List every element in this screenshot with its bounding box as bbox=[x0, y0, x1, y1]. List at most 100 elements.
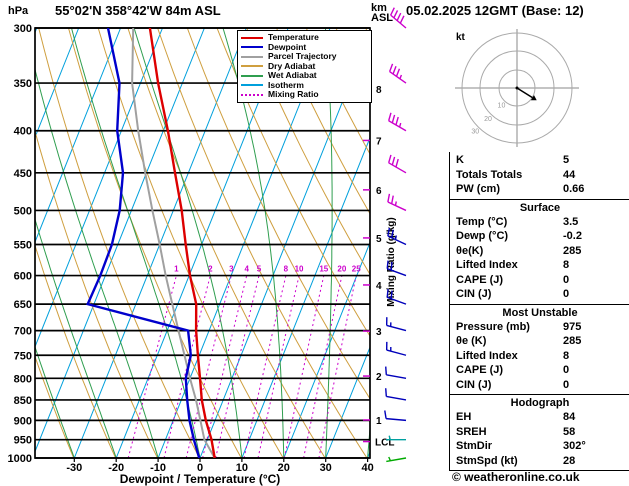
table-row-label: Pressure (mb) bbox=[456, 320, 530, 333]
table-row: θe (K) 285 bbox=[450, 334, 629, 349]
km-tick-label: 1 bbox=[376, 416, 382, 427]
km-tick-label: 7 bbox=[376, 136, 382, 147]
table-row-value: -0.2 bbox=[563, 230, 582, 242]
pressure-tick-label: 650 bbox=[14, 299, 32, 311]
legend-item-label: Dewpoint bbox=[268, 41, 307, 52]
km-tick-label: 2 bbox=[376, 372, 382, 383]
table-row-label: Lifted Index bbox=[456, 259, 518, 271]
table-row: CIN (J) 0 bbox=[450, 378, 629, 393]
legend-item: Temperature bbox=[241, 33, 368, 43]
table-row: CAPE (J) 0 bbox=[450, 273, 629, 288]
pressure-tick-label: 450 bbox=[14, 168, 32, 180]
table-row-label: PW (cm) bbox=[456, 183, 500, 195]
table-row-value: 0 bbox=[563, 364, 570, 376]
table-row-label: Totals Totals bbox=[456, 168, 523, 181]
table-row-label: Temp (°C) bbox=[456, 215, 508, 228]
mixing-ratio-label: 25 bbox=[352, 265, 361, 274]
table-section-header: Hodograph bbox=[510, 397, 570, 409]
km-tick-label: 4 bbox=[376, 281, 382, 292]
table-row-label: Lifted Index bbox=[456, 349, 518, 362]
table-row-value: 28 bbox=[563, 454, 576, 467]
table-row: Temp (°C) 3.5 bbox=[450, 215, 629, 230]
legend-item-label: Temperature bbox=[268, 32, 319, 43]
parcel-trajectory-curve bbox=[131, 28, 216, 458]
data-table: K 5 Totals Totals 44 PW (cm) 0.66 Surface Temp … bbox=[449, 152, 629, 471]
x-axis-label: Dewpoint / Temperature (°C) bbox=[119, 472, 281, 486]
temperature-tick-label: -10 bbox=[150, 462, 166, 474]
mixing-ratio-label: 15 bbox=[319, 265, 328, 274]
table-row-value: 0.66 bbox=[563, 183, 585, 195]
mixing-ratio-label: 3 bbox=[229, 265, 234, 274]
km-label: km bbox=[371, 2, 387, 14]
table-row: CIN (J) 0 bbox=[450, 287, 629, 302]
pressure-tick-label: 500 bbox=[14, 205, 32, 217]
pressure-tick-label: 800 bbox=[14, 373, 32, 385]
temperature-tick-label: -30 bbox=[66, 462, 82, 474]
legend-item: Mixing Ratio bbox=[241, 90, 368, 100]
pressure-tick-label: 950 bbox=[14, 435, 32, 447]
table-section-header: Most Unstable bbox=[502, 306, 578, 319]
table-section: K 5 Totals Totals 44 PW (cm) 0.66 bbox=[450, 152, 629, 199]
km-tick-label: 8 bbox=[376, 85, 382, 96]
table-row-label: CIN (J) bbox=[456, 378, 492, 391]
table-section: Hodograph EH 84 SREH 58 StmDir 302° StmSpd (kt)… bbox=[450, 394, 629, 470]
hodograph-ring-label: 20 bbox=[484, 116, 492, 123]
mixing-ratio-label: 20 bbox=[337, 265, 346, 274]
km-tick-label: 3 bbox=[376, 327, 382, 338]
storm-motion-vector bbox=[516, 87, 533, 99]
table-row-value: 0 bbox=[563, 378, 570, 391]
table-row-value: 44 bbox=[563, 168, 576, 181]
hodograph-ring-label: 30 bbox=[471, 129, 479, 136]
mixing-ratio-label: 4 bbox=[245, 265, 250, 274]
mixing-ratio-label: 5 bbox=[257, 265, 262, 274]
table-row: CAPE (J) 0 bbox=[450, 363, 629, 378]
km-tick-label: 6 bbox=[376, 186, 382, 197]
table-row-value: 975 bbox=[563, 320, 582, 333]
legend-item-label: Isotherm bbox=[268, 79, 304, 90]
table-row: Lifted Index 8 bbox=[450, 349, 629, 364]
legend-item: Isotherm bbox=[241, 79, 368, 91]
legend-item: Parcel Trajectory bbox=[241, 52, 368, 62]
mixing-ratio-value-labels: 1 2 3 4 5 8 10 15 20 25 bbox=[174, 265, 361, 274]
table-row-label: CAPE (J) bbox=[456, 273, 504, 286]
table-row-value: 0 bbox=[563, 273, 570, 286]
table-row-value: 3.5 bbox=[563, 215, 579, 228]
table-section: Most Unstable Pressure (mb) 975 θe (K) 285 Li… bbox=[450, 303, 629, 395]
sounding-profiles bbox=[86, 28, 216, 458]
table-section: Surface Temp (°C) 3.5 Dewp (°C) -0.2 θe(K) 285… bbox=[450, 198, 629, 304]
legend-line-sample bbox=[241, 55, 263, 58]
legend: Temperature Dewpoint Parcel Trajectory Dry … bbox=[237, 30, 372, 103]
table-row-label: θe(K) bbox=[456, 244, 484, 257]
legend-item-label: Wet Adiabat bbox=[268, 70, 317, 81]
temperature-tick-label: 10 bbox=[236, 462, 248, 474]
pressure-gridlines bbox=[34, 27, 371, 459]
mixing-ratio-label: 2 bbox=[208, 265, 213, 274]
temperature-curve bbox=[148, 28, 216, 458]
pressure-tick-label: 400 bbox=[14, 126, 32, 138]
table-row-label: K bbox=[456, 154, 464, 166]
station-title: 55°02'N 358°42'W 84m ASL bbox=[55, 3, 221, 18]
wind-barbs bbox=[384, 7, 407, 463]
table-row-value: 285 bbox=[563, 335, 582, 347]
pressure-unit-label: hPa bbox=[8, 5, 29, 17]
km-asl-ticks: 1 2 3 4 5 6 7 8 LCL bbox=[363, 85, 394, 449]
temperature-tick-label: 0 bbox=[197, 462, 203, 474]
table-row: Dewp (°C) -0.2 bbox=[450, 229, 629, 244]
pressure-tick-label: 850 bbox=[14, 395, 32, 407]
axis-tick-labels: 3003504004505005506006507007508008509009… bbox=[8, 23, 374, 474]
table-row: EH 84 bbox=[450, 410, 629, 425]
hodograph-unit-label: kt bbox=[456, 32, 466, 43]
legend-line-sample bbox=[241, 74, 263, 77]
legend-line-sample bbox=[241, 46, 263, 49]
table-row: SREH 58 bbox=[450, 425, 629, 440]
pressure-tick-label: 350 bbox=[14, 78, 32, 90]
pressure-tick-label: 1000 bbox=[8, 453, 32, 465]
mixing-ratio-label: 1 bbox=[174, 265, 179, 274]
table-row-value: 8 bbox=[563, 349, 570, 362]
table-row-value: 285 bbox=[563, 244, 582, 257]
legend-item-label: Parcel Trajectory bbox=[268, 51, 337, 62]
table-row: StmDir 302° bbox=[450, 439, 629, 454]
legend-item-label: Mixing Ratio bbox=[268, 89, 319, 100]
pressure-tick-label: 750 bbox=[14, 350, 32, 362]
